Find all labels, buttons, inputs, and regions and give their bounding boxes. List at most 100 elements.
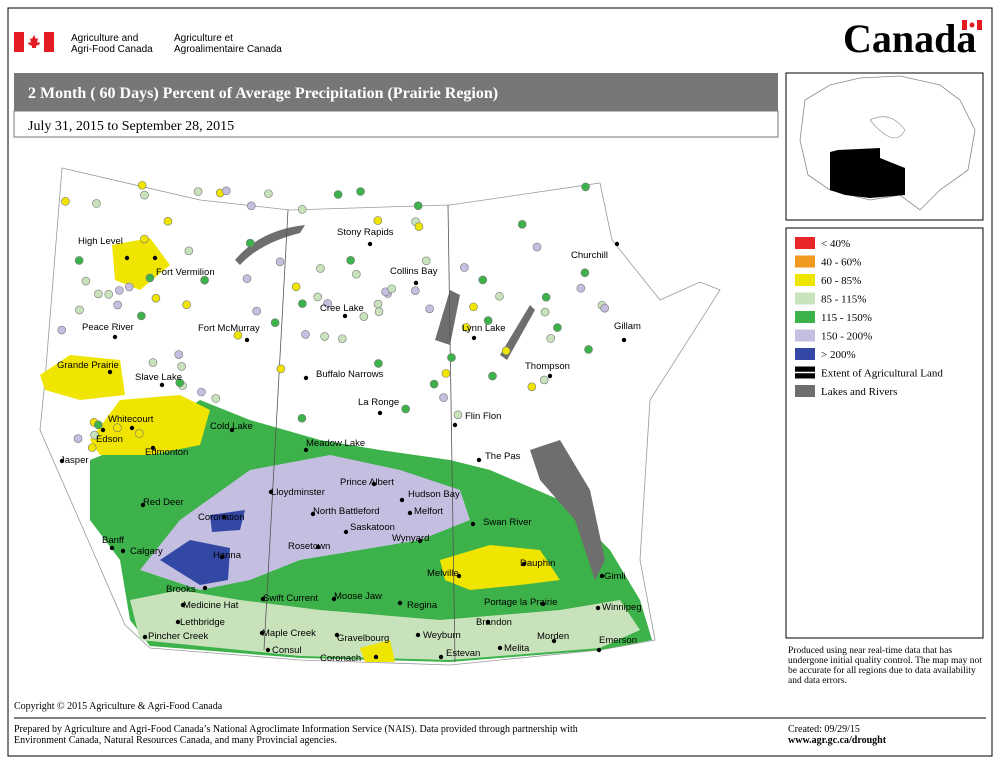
- city-label: Swift Current: [263, 593, 318, 604]
- city-dot: [485, 619, 491, 625]
- city-dot: [202, 585, 208, 591]
- station: [222, 186, 231, 196]
- city-dot: [219, 554, 225, 560]
- city-dot: [415, 632, 421, 638]
- frame: [7, 7, 993, 757]
- city-label: Gillam: [614, 321, 641, 332]
- station: [323, 299, 332, 308]
- station: [134, 429, 144, 438]
- legend-label: 115 - 150%: [821, 312, 872, 324]
- city-dot: [229, 427, 235, 433]
- city-label: High Level: [78, 236, 123, 247]
- city-label: Buffalo Narrows: [316, 369, 384, 380]
- city-dot: [244, 337, 250, 343]
- zone-60-85: [360, 640, 395, 662]
- city-label: Banff: [102, 535, 124, 546]
- city-dot: [107, 369, 113, 375]
- station: [291, 282, 301, 292]
- city-label: Coronation: [198, 512, 244, 523]
- city-dot: [413, 280, 419, 286]
- zone-60-85: [90, 395, 210, 455]
- station: [313, 292, 322, 302]
- legend-label: Extent of Agricultural Land: [821, 368, 943, 380]
- city-label: The Pas: [485, 451, 521, 462]
- station: [580, 268, 590, 278]
- station: [373, 216, 383, 225]
- station: [483, 316, 493, 325]
- legend-box: [785, 227, 984, 639]
- city-dot: [377, 410, 383, 416]
- city-dot: [100, 427, 106, 433]
- dept-en: Agri-Food Canada: [71, 44, 153, 55]
- station: [73, 434, 83, 443]
- station: [316, 264, 325, 273]
- station: [429, 379, 439, 389]
- city-dot: [521, 561, 527, 567]
- legend-label: < 40%: [821, 238, 850, 250]
- stations: [57, 180, 610, 452]
- city-dot: [476, 457, 482, 463]
- station: [163, 216, 173, 226]
- city-dot: [59, 458, 65, 464]
- city-dot: [303, 375, 309, 381]
- city-dot: [614, 241, 620, 247]
- station: [233, 330, 243, 340]
- station: [137, 180, 147, 190]
- zone-60-85: [40, 355, 125, 400]
- station: [478, 275, 488, 285]
- station: [124, 282, 134, 292]
- copyright: Copyright © 2015 Agriculture & Agri-Food…: [14, 701, 223, 712]
- city-dot: [417, 538, 423, 544]
- station: [193, 187, 203, 196]
- station: [115, 286, 124, 295]
- city-label: Edson: [96, 434, 123, 445]
- city-label: Churchill: [571, 250, 608, 261]
- station: [356, 187, 365, 196]
- station: [539, 375, 549, 385]
- city-dot: [342, 313, 348, 319]
- city-label: Melfort: [414, 506, 443, 517]
- station: [346, 256, 355, 265]
- city-dot: [407, 510, 413, 516]
- city-label: Brandon: [476, 617, 512, 628]
- zone-over-200: [210, 510, 245, 532]
- flag: [14, 32, 54, 52]
- city-dot: [621, 337, 627, 343]
- city-label: La Ronge: [358, 397, 399, 408]
- city-label: Wynyard: [392, 533, 429, 544]
- station: [373, 299, 383, 309]
- station: [540, 307, 550, 317]
- station: [113, 300, 122, 310]
- city-label: Gimli: [604, 571, 626, 582]
- city-dot: [152, 255, 158, 261]
- station: [387, 284, 396, 294]
- station: [175, 378, 185, 388]
- city-label: Calgary: [130, 546, 163, 557]
- city-dot: [120, 548, 126, 554]
- station: [252, 306, 261, 316]
- legend-swatch: [795, 329, 815, 342]
- station: [359, 312, 369, 321]
- station: [410, 286, 420, 295]
- station: [148, 358, 158, 367]
- city-label: Swan River: [483, 517, 532, 528]
- city-dot: [159, 382, 165, 388]
- city-dot: [265, 647, 271, 653]
- station: [469, 302, 478, 312]
- lake: [235, 225, 305, 265]
- city-label: Cold Lake: [210, 421, 253, 432]
- city-label: Hudson Bay: [408, 489, 460, 500]
- city-label: Pincher Creek: [148, 631, 208, 642]
- note: Produced using near real-time data that …: [788, 646, 982, 686]
- station: [461, 323, 471, 332]
- city-dot: [259, 630, 265, 636]
- station: [211, 394, 221, 403]
- station: [246, 201, 256, 211]
- city-label: Flin Flon: [465, 411, 501, 422]
- city-dot: [599, 573, 605, 579]
- station: [425, 304, 434, 314]
- city-dot: [551, 638, 557, 644]
- station: [93, 420, 103, 430]
- station: [104, 290, 114, 299]
- city-label: Thompson: [525, 361, 570, 372]
